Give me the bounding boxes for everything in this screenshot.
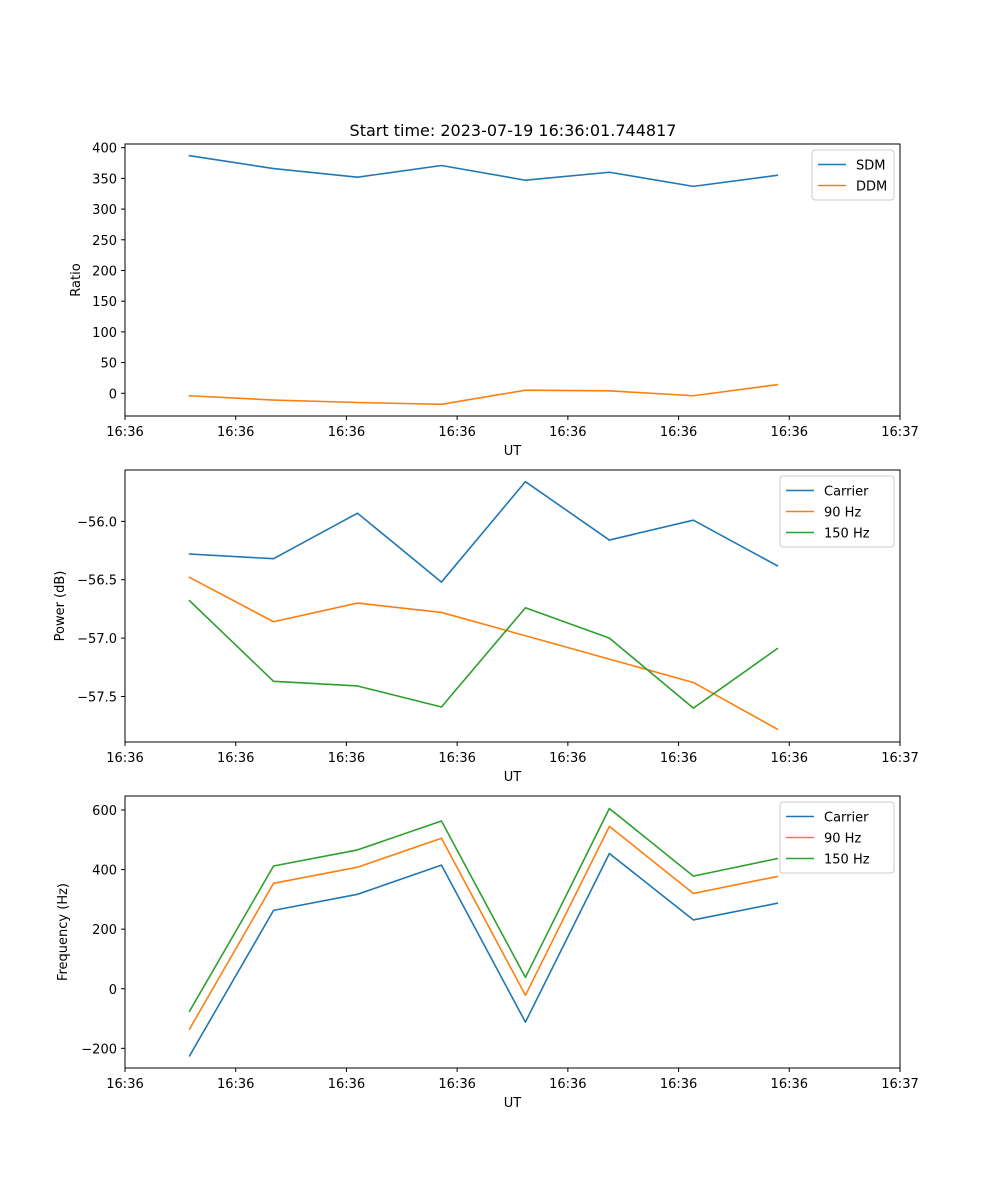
x-tick-label: 16:36 (660, 751, 697, 766)
y-tick-label: 50 (100, 357, 117, 372)
x-tick-label: 16:36 (328, 1077, 365, 1092)
legend: SDM DDM (811, 149, 895, 201)
legend-label: Carrier (824, 811, 869, 826)
chart-panel-2: 16:36 16:36 16:36 16:36 16:36 16:36 16:36 16:37… (53, 469, 919, 785)
x-tick-label: 16:36 (549, 1077, 586, 1092)
y-tick-label: −57.5 (77, 690, 117, 705)
y-tick-label: −57.0 (77, 632, 117, 647)
series-line-90-hz (188, 576, 779, 731)
series-line-carrier (188, 852, 779, 1057)
legend-box (779, 475, 895, 548)
series-line-150-hz (188, 807, 779, 1013)
x-tick-label: 16:36 (771, 1077, 808, 1092)
panels: 16:36 16:36 16:36 16:36 16:36 16:36 16:36 16:37… (53, 142, 919, 1111)
x-tick-label: 16:36 (217, 425, 254, 440)
x-tick-label: 16:37 (881, 1077, 918, 1092)
y-tick-label: 400 (92, 864, 117, 879)
x-tick-label: 16:36 (438, 425, 475, 440)
x-tick-label: 16:37 (881, 425, 918, 440)
x-tick-label: 16:36 (438, 751, 475, 766)
x-tick-label: 16:36 (660, 1077, 697, 1092)
axes-frame (124, 795, 901, 1069)
legend-label: DDM (856, 180, 887, 195)
x-tick-label: 16:37 (881, 751, 918, 766)
y-tick-label: 350 (92, 172, 117, 187)
legend-box (779, 801, 895, 874)
chart-title: Start time: 2023-07-19 16:36:01.744817 (350, 121, 677, 140)
chart-panel-1: 16:36 16:36 16:36 16:36 16:36 16:36 16:36 16:37… (69, 142, 919, 459)
series-line-carrier (188, 480, 779, 583)
y-axis-label: Power (dB) (53, 571, 68, 642)
legend: Carrier 90 Hz 150 Hz (779, 801, 895, 874)
y-tick-label: −56.5 (77, 574, 117, 589)
x-axis-label: UT (504, 444, 522, 459)
x-tick-label: 16:36 (106, 425, 143, 440)
legend-label: 90 Hz (824, 506, 861, 521)
y-tick-label: 150 (92, 295, 117, 310)
x-tick-label: 16:36 (217, 1077, 254, 1092)
y-tick-label: 100 (92, 326, 117, 341)
x-axis-label: UT (504, 770, 522, 785)
series-line-ddm (188, 383, 779, 406)
y-axis-label: Ratio (69, 263, 84, 296)
x-tick-label: 16:36 (217, 751, 254, 766)
y-tick-label: 400 (92, 142, 117, 157)
chart-panel-3: 16:36 16:36 16:36 16:36 16:36 16:36 16:36 16:37… (56, 795, 919, 1111)
series-line-sdm (188, 154, 779, 188)
legend: Carrier 90 Hz 150 Hz (779, 475, 895, 548)
x-tick-label: 16:36 (660, 425, 697, 440)
y-tick-label: −56.0 (77, 515, 117, 530)
x-tick-label: 16:36 (438, 1077, 475, 1092)
x-tick-label: 16:36 (106, 751, 143, 766)
x-tick-label: 16:36 (549, 425, 586, 440)
series-line-150-hz (188, 599, 779, 709)
legend-label: SDM (856, 159, 885, 174)
x-tick-label: 16:36 (549, 751, 586, 766)
legend-label: 150 Hz (824, 527, 870, 542)
x-axis-label: UT (504, 1096, 522, 1111)
y-tick-label: 200 (92, 923, 117, 938)
y-tick-label: 0 (109, 387, 117, 402)
y-tick-label: −200 (81, 1042, 117, 1057)
x-tick-label: 16:36 (328, 425, 365, 440)
series-line-90-hz (188, 825, 779, 1031)
y-tick-label: 600 (92, 804, 117, 819)
legend-label: 90 Hz (824, 832, 861, 847)
y-tick-label: 0 (109, 983, 117, 998)
legend-box (811, 149, 895, 201)
x-tick-label: 16:36 (771, 751, 808, 766)
x-tick-label: 16:36 (106, 1077, 143, 1092)
y-tick-label: 250 (92, 234, 117, 249)
y-tick-label: 300 (92, 203, 117, 218)
axes-frame (124, 469, 901, 743)
y-axis-label: Frequency (Hz) (56, 883, 71, 981)
x-tick-label: 16:36 (771, 425, 808, 440)
axes-frame (124, 143, 901, 417)
y-tick-label: 200 (92, 264, 117, 279)
x-tick-label: 16:36 (328, 751, 365, 766)
legend-label: 150 Hz (824, 853, 870, 868)
legend-label: Carrier (824, 485, 869, 500)
